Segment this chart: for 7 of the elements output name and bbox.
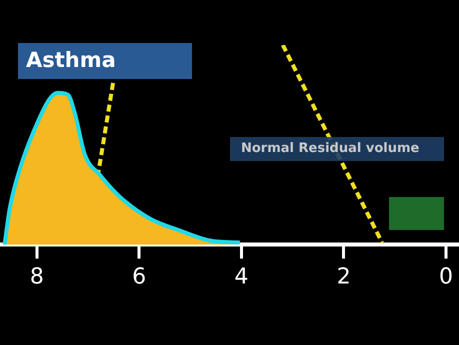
chart-title: Asthma bbox=[26, 47, 116, 74]
x-tick-label: 6 bbox=[132, 264, 146, 290]
x-tick-label: 8 bbox=[30, 264, 44, 290]
x-tick-label: 4 bbox=[234, 264, 248, 290]
x-tick-label: 2 bbox=[336, 264, 351, 290]
x-tick-label: 0 bbox=[439, 264, 453, 290]
annotation: Normal Residual volume bbox=[241, 140, 420, 158]
